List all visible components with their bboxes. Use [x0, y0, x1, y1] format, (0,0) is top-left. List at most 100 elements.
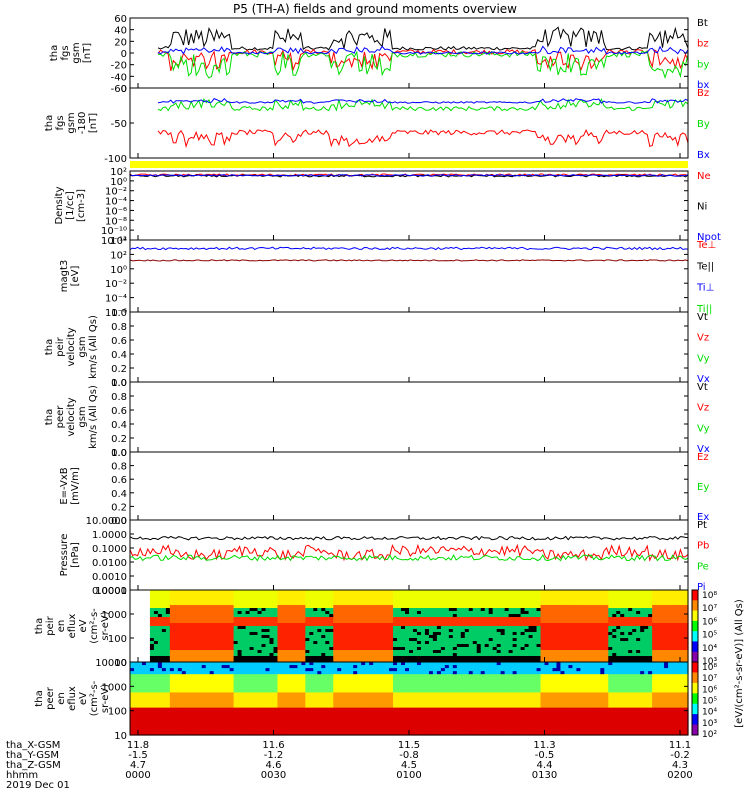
spectrogram-cell	[305, 599, 310, 603]
spectrogram-cell	[325, 632, 330, 636]
spectrogram-cell	[472, 623, 478, 627]
spectrogram-cell	[365, 632, 370, 636]
spectrogram-cell	[217, 590, 223, 594]
spectrogram-cell	[672, 620, 677, 624]
spectrogram-cell	[153, 665, 159, 669]
spectrogram-cell	[313, 713, 318, 718]
spectrogram-cell	[385, 593, 390, 597]
spectrogram-cell	[269, 659, 275, 663]
spectrogram-cell	[301, 659, 306, 663]
spectrogram-cell	[524, 620, 530, 624]
spectrogram-cell	[185, 656, 191, 660]
spectrogram-cell	[484, 629, 490, 633]
spectrogram-cell	[432, 614, 438, 618]
spectrogram-cell	[185, 614, 191, 618]
spectrogram-cell	[317, 620, 322, 624]
legend-entry: Pe	[697, 561, 709, 572]
spectrogram-cell	[452, 620, 458, 624]
spectrogram-cell	[333, 707, 338, 712]
spectrogram-cell	[365, 620, 370, 624]
spectrogram-cell	[261, 620, 267, 624]
spectrogram-cell	[257, 590, 263, 594]
spectrogram-cell	[353, 599, 358, 603]
spectrogram-cell	[217, 713, 223, 718]
spectrogram-cell	[201, 731, 207, 736]
spectrogram-cell	[209, 659, 215, 663]
spectrogram-cell	[584, 629, 589, 633]
spectrogram-cell	[313, 665, 318, 669]
spectrogram-cell	[221, 710, 227, 715]
spectrogram-cell	[373, 596, 378, 600]
spectrogram-cell	[309, 629, 314, 633]
spectrogram-cell	[640, 650, 645, 654]
spectrogram-cell	[600, 590, 605, 594]
spectrogram-cell	[269, 707, 275, 712]
spectrogram-cell	[349, 692, 354, 697]
status-bar	[130, 161, 688, 168]
spectrogram-cell	[476, 629, 482, 633]
spectrogram-cell	[237, 662, 243, 666]
spectrogram-cell	[548, 620, 554, 624]
spectrogram-cell	[468, 641, 474, 645]
spectrogram-cell	[269, 713, 275, 718]
spectrogram-cell	[185, 617, 191, 621]
spectrogram-cell	[644, 596, 649, 600]
spectrogram-cell	[620, 653, 625, 657]
spectrogram-cell	[624, 599, 629, 603]
spectrogram-cell	[261, 629, 267, 633]
spectrogram-cell	[353, 656, 358, 660]
y-tick-label: 10⁻⁶	[105, 308, 127, 319]
spectrogram-cell	[592, 632, 597, 636]
spectrogram-cell	[624, 623, 629, 627]
spectrogram-cell	[580, 596, 585, 600]
spectrogram-cell	[592, 599, 597, 603]
spectrogram-cell	[245, 644, 251, 648]
spectrogram-cell	[572, 596, 577, 600]
spectrogram-cell	[556, 629, 562, 633]
spectrogram-cell	[401, 623, 406, 627]
panel-frame	[129, 451, 689, 521]
spectrogram-cell	[500, 635, 506, 639]
spectrogram-cell	[221, 653, 227, 657]
spectrogram-cell	[420, 650, 426, 654]
spectrogram-cell	[345, 620, 350, 624]
spectrogram-cell	[536, 626, 542, 630]
spectrogram-cell	[648, 647, 653, 651]
spectrogram-cell	[209, 593, 215, 597]
spectrogram-cell	[177, 611, 183, 615]
spectrogram-cell	[209, 716, 215, 721]
spectrogram-cell	[289, 692, 295, 697]
spectrogram-cell	[632, 659, 637, 663]
y-axis-label-line: velocity	[66, 327, 77, 366]
spectrogram-cell	[237, 680, 243, 684]
spectrogram-cell	[261, 614, 267, 618]
spectrogram-cell	[588, 593, 593, 597]
spectrogram-cell	[269, 662, 275, 666]
spectrogram-cell	[504, 629, 510, 633]
spectrogram-cell	[564, 599, 570, 603]
spectrogram-cell	[333, 683, 338, 687]
spectrogram-cell	[305, 626, 310, 630]
spectrogram-cell	[528, 620, 534, 624]
spectrogram-cell	[265, 695, 271, 700]
y-axis-label-line: E=-VxB	[59, 467, 70, 504]
legend-entry: Vz	[697, 333, 709, 344]
spectrogram-cell	[213, 725, 219, 730]
spectrogram-cell	[588, 626, 593, 630]
spectrogram-cell	[161, 590, 167, 594]
spectrogram-cell	[173, 659, 179, 663]
spectrogram-cell	[385, 641, 390, 645]
spectrogram-cell	[189, 701, 195, 706]
spectrogram-cell	[416, 623, 422, 627]
spectrogram-cell	[193, 671, 199, 675]
spectrogram-cell	[133, 698, 139, 703]
spectrogram-cell	[221, 725, 227, 730]
spectrogram-cell	[157, 644, 163, 648]
spectrogram-cell	[604, 647, 609, 651]
spectrogram-cell	[664, 641, 669, 645]
spectrogram-cell	[381, 596, 386, 600]
spectrogram-cell	[628, 629, 633, 633]
spectrogram-cell	[520, 638, 526, 642]
spectrogram-cell	[432, 608, 438, 612]
spectrogram-cell	[241, 608, 247, 612]
